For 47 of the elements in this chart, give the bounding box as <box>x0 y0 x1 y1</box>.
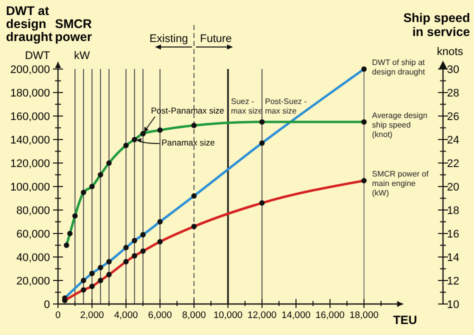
x-tick-label: 12,000 <box>247 310 277 321</box>
series-label: Average design ship speed (knot) <box>372 110 428 139</box>
x-tick-label: 0 <box>55 310 61 321</box>
y-tick-label: 140,000 <box>10 134 50 147</box>
y2-tick-label: 24 <box>447 134 460 147</box>
y2-tick-label: 20 <box>447 182 460 194</box>
y-tick-label: 80,000 <box>16 205 50 218</box>
x-tick-label: 16,000 <box>315 310 345 321</box>
text: DWT <box>24 50 50 62</box>
y-tick-label: 200,000 <box>10 64 50 76</box>
text: kW <box>74 50 90 62</box>
x-axis-title: TEU <box>393 313 418 327</box>
y2-tick-label: 14 <box>447 252 460 264</box>
y2-tick-label: 10 <box>447 299 460 311</box>
y-tick-label: 40,000 <box>16 252 50 264</box>
legend-label: DWT of ship at design draught <box>372 58 426 77</box>
x-tick-label: 10,000 <box>213 310 243 321</box>
x-tick-label: 2,000 <box>80 310 104 321</box>
annotation: Panamax size <box>162 138 216 148</box>
text: SMCR power <box>55 17 92 44</box>
text: knots <box>436 46 464 58</box>
x-tick-label: 8,000 <box>182 310 206 321</box>
y-tick-label: 20,000 <box>16 276 50 288</box>
x-tick-label: 18,000 <box>349 310 379 321</box>
y2-tick-label: 22 <box>447 158 460 170</box>
text: Existing <box>149 33 188 45</box>
y-tick-label: 100,000 <box>10 182 50 194</box>
y2-tick-label: 28 <box>447 88 460 100</box>
x-tick-label: 6,000 <box>148 310 172 321</box>
y2-tick-label: 16 <box>447 228 460 241</box>
series-label: SMCR power of main engine (kW) <box>372 170 430 198</box>
y-axis-title: DWT at design draught <box>6 4 54 44</box>
y-tick-label: 180,000 <box>10 88 50 100</box>
y2-tick-label: 18 <box>447 205 460 218</box>
text: Future <box>200 33 232 45</box>
y2-tick-label: 26 <box>447 111 460 124</box>
ref-line-label: Suez - max size <box>231 97 264 116</box>
x-tick-label: 4,000 <box>114 310 138 321</box>
ref-line-label: Post-Suez - max size <box>265 97 308 116</box>
y2-axis-title: Ship speed in service <box>403 11 470 39</box>
x-tick-label: 14,000 <box>281 310 311 321</box>
y-tick-label: 0 <box>44 299 50 311</box>
y-tick-label: 160,000 <box>10 111 50 124</box>
y2-tick-label: 12 <box>447 276 460 288</box>
y-tick-label: 60,000 <box>16 228 50 241</box>
y2-tick-label: 30 <box>447 64 460 76</box>
y-tick-label: 120,000 <box>10 158 50 170</box>
